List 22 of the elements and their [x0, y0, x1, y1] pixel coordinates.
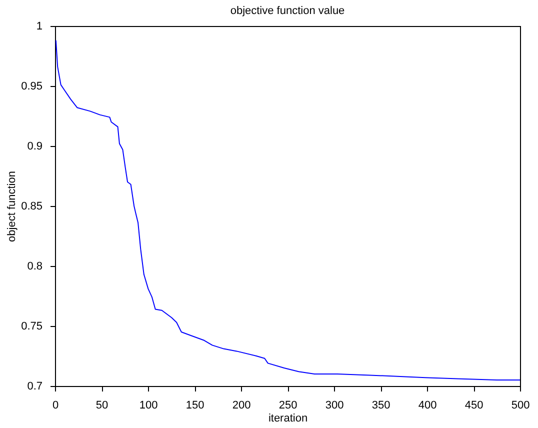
- x-tick-label: 400: [418, 400, 437, 412]
- x-tick-label: 200: [232, 400, 251, 412]
- y-tick-label: 0.9: [27, 140, 42, 152]
- y-tick-label: 0.95: [21, 80, 42, 92]
- line-series: [55, 40, 520, 380]
- chart-title: objective function value: [230, 5, 345, 17]
- x-tick-label: 150: [186, 400, 204, 412]
- x-tick-label: 450: [464, 400, 484, 412]
- x-tick-label: 50: [96, 400, 108, 412]
- y-axis-title: object function: [6, 171, 18, 242]
- y-tick-label: 0.7: [27, 380, 42, 392]
- x-axis-title: iteration: [268, 412, 308, 424]
- y-tick-label: 0.85: [21, 200, 42, 212]
- y-tick-label: 0.8: [27, 260, 42, 272]
- x-tick-label: 300: [325, 400, 344, 412]
- x-tick-label: 100: [139, 400, 158, 412]
- x-tick-label: 500: [511, 400, 530, 412]
- x-tick-label: 250: [278, 400, 298, 412]
- x-tick-label: 0: [52, 400, 59, 412]
- y-tick-label: 0.75: [21, 320, 42, 332]
- y-tick-label: 1: [36, 20, 42, 32]
- x-tick-label: 350: [372, 400, 390, 412]
